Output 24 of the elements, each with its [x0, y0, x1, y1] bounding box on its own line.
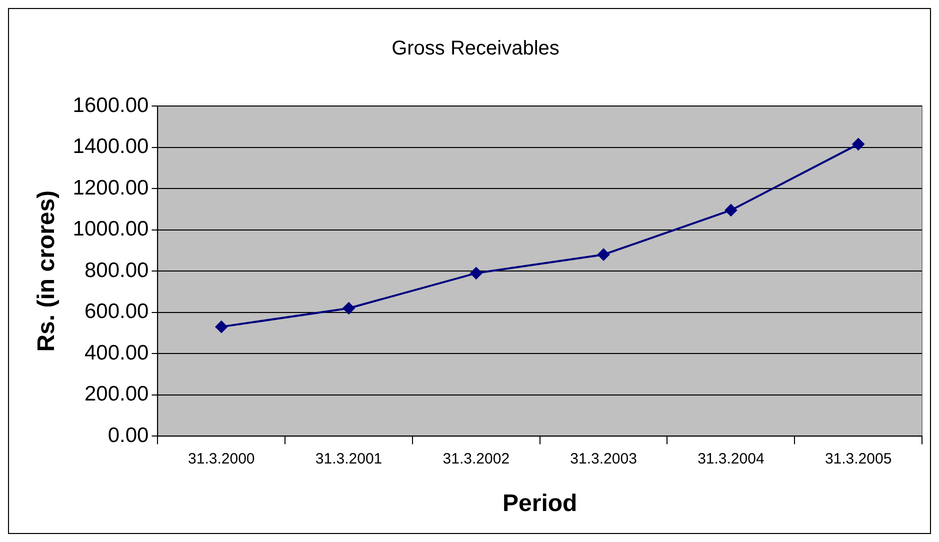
point: [724, 204, 737, 216]
y-tick-label: 1200.00: [72, 176, 149, 200]
x-tick-label: 31.3.2001: [315, 450, 382, 468]
y-axis-title: Rs. (in crores): [33, 190, 60, 352]
x-tick-label: 31.3.2002: [442, 450, 510, 468]
y-tick-label: 1600.00: [72, 94, 149, 117]
point: [470, 267, 482, 280]
point: [852, 138, 864, 150]
x-axis-title: Period: [502, 490, 578, 518]
y-tick-label: 0.00: [108, 424, 149, 447]
y-tick-label: 800.00: [84, 258, 149, 282]
y-tick-label: 1000.00: [72, 218, 149, 241]
y-tick-label: 600.00: [84, 300, 149, 324]
x-tick-label: 31.3.2000: [188, 450, 255, 468]
x-tick-label: 31.3.2003: [570, 450, 637, 468]
point: [215, 320, 228, 333]
x-tick-label: 31.3.2004: [698, 450, 764, 468]
y-tick-label: 200.00: [84, 382, 149, 406]
y-tick-label: 400.00: [84, 341, 149, 364]
y-tick-label: 1400.00: [72, 135, 149, 158]
chart-title: Gross Receivables: [392, 38, 560, 60]
point: [598, 248, 610, 261]
x-tick-label: 31.3.2005: [824, 450, 892, 468]
point: [342, 302, 355, 314]
